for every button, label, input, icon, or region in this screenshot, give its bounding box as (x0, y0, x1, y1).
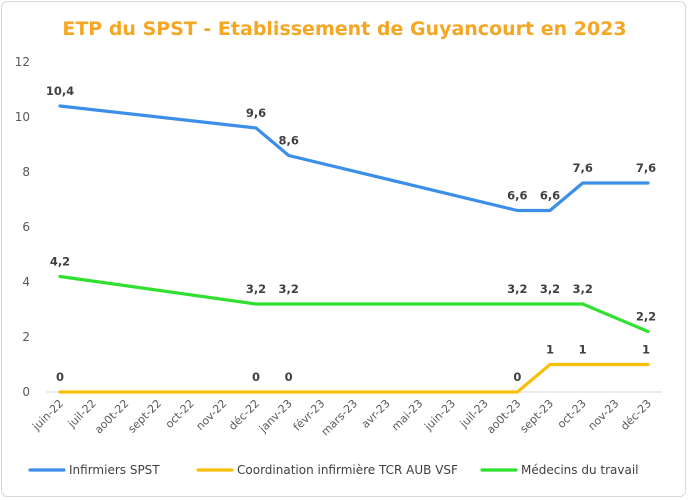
y-tick-label: 10 (15, 110, 30, 124)
data-label: 6,6 (507, 189, 527, 203)
data-label: 3,2 (572, 282, 592, 296)
data-label: 0 (56, 370, 64, 384)
data-label: 9,6 (246, 106, 266, 120)
x-tick-label: janv-23 (256, 397, 295, 436)
data-label: 1 (546, 343, 554, 357)
y-tick-label: 0 (22, 385, 30, 399)
y-tick-label: 12 (15, 55, 30, 69)
legend: Infirmiers SPST Coordination infirmière T… (28, 463, 639, 477)
y-tick-label: 8 (22, 165, 30, 179)
data-label: 0 (252, 370, 260, 384)
y-tick-label: 4 (22, 275, 30, 289)
chart-title: ETP du SPST - Etablissement de Guyancour… (62, 18, 627, 40)
data-label: 3,2 (246, 282, 266, 296)
y-tick-label: 2 (22, 330, 30, 344)
x-tick-label: ao0t-23 (484, 397, 523, 436)
data-label: 1 (642, 343, 650, 357)
x-tick-label: avr-23 (359, 397, 393, 431)
data-label: 10,4 (46, 84, 74, 98)
x-tick-label: ao0t-22 (92, 397, 131, 436)
series-line (58, 274, 650, 334)
data-label: 8,6 (278, 134, 298, 148)
x-tick-label: oct-23 (555, 397, 589, 431)
data-label: 7,6 (572, 161, 592, 175)
data-label: 2,2 (636, 310, 656, 324)
x-axis: juin-22 juil-22ao0t-22sept-22oct-22nov-22… (29, 391, 662, 438)
series-line (58, 104, 650, 213)
data-label: 3,2 (507, 282, 527, 296)
data-label: 6,6 (540, 189, 560, 203)
x-tick-label: oct-22 (163, 397, 197, 431)
series-line (58, 362, 650, 394)
data-label: 0 (513, 370, 521, 384)
data-label: 3,2 (278, 282, 298, 296)
x-tick-label: sept-22 (125, 397, 164, 436)
x-tick-label: nov-22 (193, 397, 229, 433)
data-label: 0 (285, 370, 293, 384)
x-tick-label: mai-23 (389, 397, 425, 433)
legend-label: Coordination infirmière TCR AUB VSF (237, 463, 458, 477)
x-tick-label: déc-23 (618, 397, 654, 433)
series-lines (58, 104, 650, 394)
x-tick-label: juin-23 (421, 397, 458, 434)
x-tick-label: nov-23 (585, 397, 621, 433)
legend-label: Médecins du travail (521, 463, 639, 477)
x-tick-label: juin-22 (29, 397, 66, 434)
data-labels: 10,4 9,6 8,6 6,6 6,6 7,6 7,6 0 0 0 0 1 1 1 4,2 3,2 3,2 3,… (46, 84, 656, 384)
data-label: 1 (579, 343, 587, 357)
y-axis: 0 2 4 6 8 10 12 (15, 55, 30, 399)
x-tick-label: sept-23 (517, 397, 556, 436)
x-tick-label: déc-22 (226, 397, 262, 433)
data-label: 4,2 (50, 255, 70, 269)
legend-label: Infirmiers SPST (69, 463, 160, 477)
data-label: 3,2 (540, 282, 560, 296)
x-tick-label: mars-23 (319, 397, 360, 438)
data-label: 7,6 (636, 161, 656, 175)
y-tick-label: 6 (22, 220, 30, 234)
